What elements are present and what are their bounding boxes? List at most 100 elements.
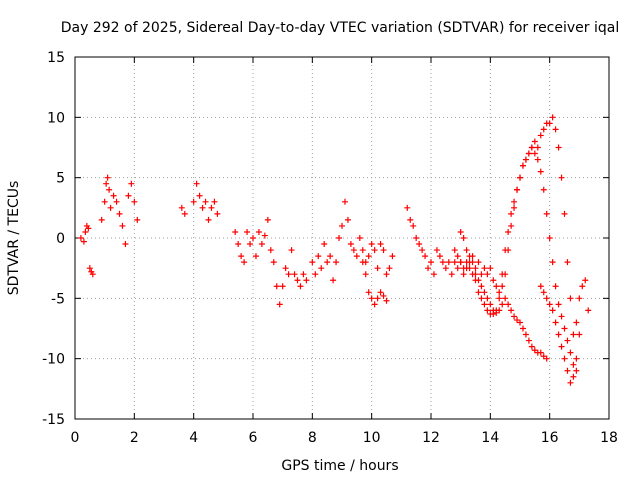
- data-points: [77, 114, 592, 386]
- data-point: [567, 295, 574, 302]
- data-point: [573, 355, 580, 362]
- data-point: [561, 325, 568, 332]
- data-point: [540, 126, 547, 133]
- data-point: [570, 373, 577, 380]
- data-point: [522, 156, 529, 163]
- data-point: [484, 271, 491, 278]
- data-point: [422, 253, 429, 260]
- data-point: [511, 204, 518, 211]
- data-point: [549, 307, 556, 314]
- x-tick-label: 18: [600, 430, 618, 446]
- data-point: [454, 253, 461, 260]
- data-point: [448, 271, 455, 278]
- data-point: [101, 198, 108, 205]
- data-point: [285, 271, 292, 278]
- data-point: [119, 222, 126, 229]
- data-point: [85, 225, 92, 232]
- data-point: [573, 319, 580, 326]
- data-point: [208, 204, 215, 211]
- data-point: [528, 144, 535, 151]
- data-point: [407, 216, 414, 223]
- x-tick-label: 14: [481, 430, 499, 446]
- data-point: [564, 259, 571, 266]
- y-tick-label: 10: [47, 110, 65, 126]
- data-point: [517, 319, 523, 326]
- data-point: [543, 355, 550, 362]
- data-point: [315, 253, 322, 260]
- data-point: [344, 216, 351, 223]
- data-point: [202, 198, 209, 205]
- data-point: [377, 289, 384, 296]
- data-point: [570, 331, 577, 338]
- x-tick-label: 2: [130, 430, 139, 446]
- data-point: [250, 235, 256, 241]
- data-point: [558, 174, 565, 181]
- y-axis-label: SDTVAR / TECUs: [6, 181, 22, 296]
- data-point: [552, 319, 559, 326]
- data-point: [374, 265, 381, 272]
- y-tick-label: -5: [51, 291, 65, 307]
- data-point: [496, 289, 503, 296]
- data-point: [493, 283, 500, 290]
- data-point: [445, 259, 452, 266]
- data-point: [300, 271, 307, 278]
- data-point: [303, 277, 310, 284]
- data-point: [389, 253, 396, 260]
- data-point: [514, 186, 521, 193]
- data-point: [279, 283, 286, 290]
- data-point: [214, 210, 221, 217]
- data-point: [561, 355, 568, 362]
- data-point: [508, 222, 515, 229]
- y-tick-label: 15: [47, 50, 65, 66]
- data-point: [451, 247, 458, 254]
- data-point: [531, 150, 538, 157]
- data-point: [196, 192, 203, 199]
- data-point: [564, 367, 571, 374]
- data-point: [508, 307, 515, 314]
- data-point: [508, 210, 515, 217]
- data-point: [309, 259, 316, 266]
- data-point: [549, 259, 556, 266]
- data-point: [567, 379, 574, 386]
- data-point: [564, 337, 571, 344]
- data-point: [558, 313, 565, 320]
- data-point: [294, 277, 301, 284]
- data-point: [273, 283, 280, 290]
- data-point: [484, 295, 491, 302]
- data-point: [122, 241, 129, 248]
- data-point: [549, 114, 556, 121]
- data-point: [540, 289, 547, 296]
- data-point: [499, 301, 506, 308]
- x-axis-label: GPS time / hours: [281, 458, 398, 474]
- x-tick-label: 10: [363, 430, 381, 446]
- data-point: [522, 331, 529, 338]
- data-point: [89, 271, 96, 278]
- data-point: [463, 247, 470, 254]
- data-point: [567, 349, 574, 356]
- data-point: [528, 343, 535, 350]
- data-point: [82, 228, 89, 235]
- data-point: [517, 174, 523, 181]
- data-point: [104, 174, 111, 181]
- data-point: [481, 265, 488, 272]
- data-point: [386, 265, 393, 272]
- data-point: [436, 253, 443, 260]
- data-point: [502, 247, 509, 254]
- data-point: [543, 210, 550, 217]
- data-point: [576, 331, 583, 338]
- data-point: [339, 222, 345, 229]
- data-point: [475, 259, 482, 266]
- data-point: [359, 259, 366, 266]
- x-tick-label: 12: [422, 430, 440, 446]
- data-point: [496, 295, 503, 302]
- data-point: [454, 265, 461, 272]
- data-point: [451, 259, 458, 266]
- data-point: [255, 228, 262, 235]
- data-point: [276, 301, 283, 308]
- data-point: [478, 295, 485, 302]
- data-point: [573, 367, 580, 374]
- data-point: [505, 228, 512, 235]
- data-point: [579, 283, 586, 290]
- data-point: [125, 192, 132, 199]
- data-point: [232, 228, 239, 235]
